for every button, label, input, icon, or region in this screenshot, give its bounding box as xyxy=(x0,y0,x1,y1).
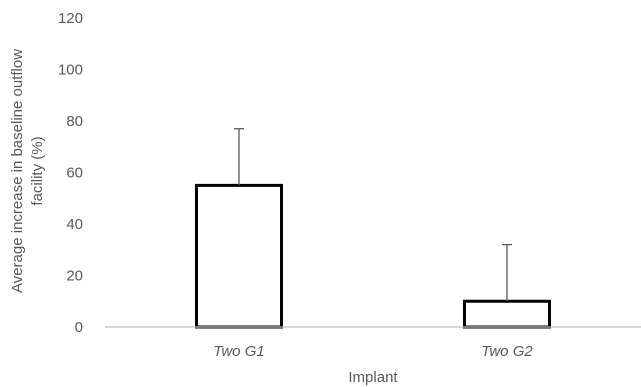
y-axis-title: Average increase in baseline outflow fac… xyxy=(9,49,46,293)
y-tick-label: 0 xyxy=(75,319,83,336)
y-tick-label: 40 xyxy=(66,216,83,233)
bar xyxy=(195,183,283,329)
y-tick-label: 100 xyxy=(58,62,83,79)
x-category-label: Two G1 xyxy=(213,343,264,360)
bar xyxy=(463,299,551,329)
x-category-label: Two G2 xyxy=(481,343,533,360)
y-axis-ticks: 0 20 40 60 80 100 120 xyxy=(58,10,83,336)
y-tick-label: 80 xyxy=(66,113,83,130)
y-tick-label: 20 xyxy=(66,268,83,285)
y-axis-title-line-2: facility (%) xyxy=(29,136,46,205)
x-axis-categories: Two G1 Two G2 xyxy=(213,343,533,360)
y-axis-title-line-1: Average increase in baseline outflow xyxy=(9,49,26,293)
bars xyxy=(195,183,551,329)
error-bar xyxy=(234,128,244,186)
error-bars xyxy=(234,128,512,302)
y-tick-label: 120 xyxy=(58,10,83,27)
x-axis-title: Implant xyxy=(348,369,398,386)
y-tick-label: 60 xyxy=(66,165,83,182)
error-bar xyxy=(502,243,512,302)
